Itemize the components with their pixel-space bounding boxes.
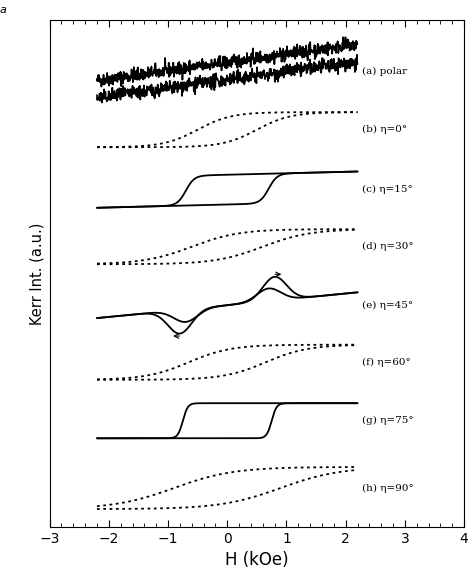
X-axis label: H (kOe): H (kOe) (225, 551, 289, 569)
Text: (b) η=0°: (b) η=0° (362, 125, 407, 134)
Text: a: a (0, 5, 7, 15)
Text: (d) η=30°: (d) η=30° (362, 242, 414, 251)
Text: (h) η=90°: (h) η=90° (362, 484, 414, 493)
Text: (f) η=60°: (f) η=60° (362, 358, 411, 367)
Text: (a) polar: (a) polar (362, 67, 407, 76)
Y-axis label: Kerr Int. (a.u.): Kerr Int. (a.u.) (29, 223, 44, 325)
Text: (g) η=75°: (g) η=75° (362, 416, 414, 426)
Text: (c) η=15°: (c) η=15° (362, 185, 413, 194)
Text: (e) η=45°: (e) η=45° (362, 301, 413, 310)
